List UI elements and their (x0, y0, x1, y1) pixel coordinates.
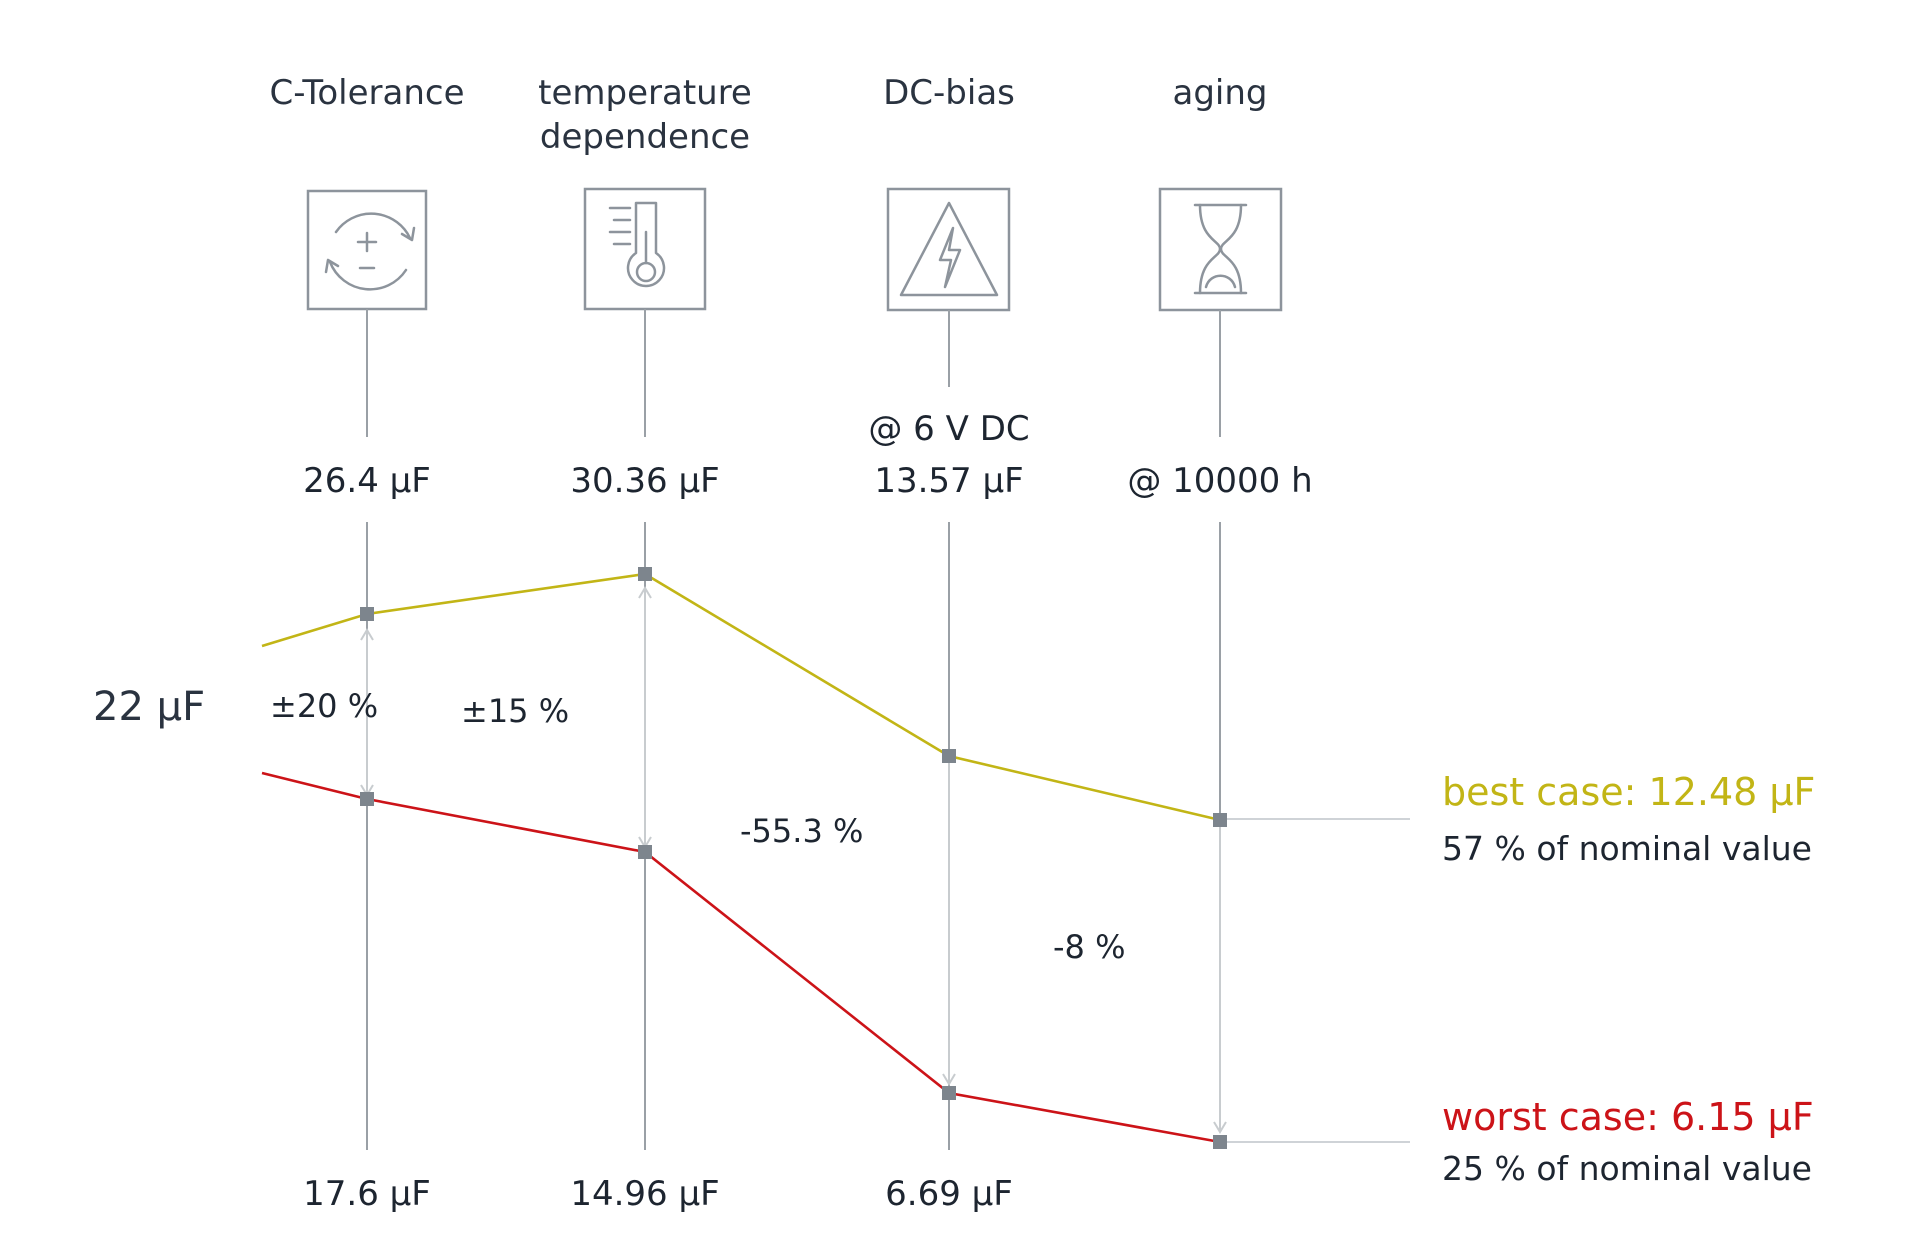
worst-point-aging (1213, 1135, 1227, 1149)
high-voltage-warning-icon (886, 187, 1011, 312)
best-case-percent: 57 % of nominal value (1442, 829, 1812, 868)
worst-case-result: worst case: 6.15 µF (1442, 1095, 1814, 1139)
lower-value-dcbias: 6.69 µF (885, 1174, 1013, 1214)
range-arrow-temperature (638, 586, 652, 849)
lower-value-tolerance: 17.6 µF (303, 1174, 431, 1214)
dcbias-condition: @ 6 V DC (868, 409, 1029, 449)
upper-value-temperature: 30.36 µF (570, 461, 719, 501)
cycle-plus-minus-icon (306, 189, 428, 311)
best-point-tolerance (360, 607, 374, 621)
hourglass-icon (1158, 187, 1283, 312)
aging-condition: @ 10000 h (1127, 461, 1312, 501)
heading-temperature-line2: dependence (540, 117, 750, 157)
best-case-line (261, 572, 1221, 822)
worst-point-temperature (638, 845, 652, 859)
data-points (360, 567, 1227, 1149)
best-point-temperature (638, 567, 652, 581)
nominal-value: 22 µF (93, 684, 205, 730)
upper-value-dcbias: 13.57 µF (874, 461, 1023, 501)
heading-dcbias: DC-bias (883, 73, 1015, 113)
change-dcbias: -55.3 % (740, 812, 863, 850)
change-temperature: ±15 % (461, 692, 569, 730)
lower-value-temperature: 14.96 µF (570, 1174, 719, 1214)
drop-arrow-dcbias (942, 760, 956, 1086)
worst-point-dcbias (942, 1086, 956, 1100)
change-tolerance: ±20 % (270, 687, 378, 725)
heading-aging: aging (1173, 73, 1268, 113)
heading-tolerance: C-Tolerance (269, 73, 464, 113)
change-aging: -8 % (1053, 928, 1125, 966)
best-point-aging (1213, 813, 1227, 827)
thermometer-icon (583, 187, 707, 311)
best-case-result: best case: 12.48 µF (1442, 770, 1815, 814)
best-point-dcbias (942, 749, 956, 763)
drop-arrow-aging (1213, 822, 1227, 1134)
worst-point-tolerance (360, 792, 374, 806)
upper-value-tolerance: 26.4 µF (303, 461, 431, 501)
worst-case-percent: 25 % of nominal value (1442, 1149, 1812, 1188)
heading-temperature-line1: temperature (538, 73, 752, 113)
